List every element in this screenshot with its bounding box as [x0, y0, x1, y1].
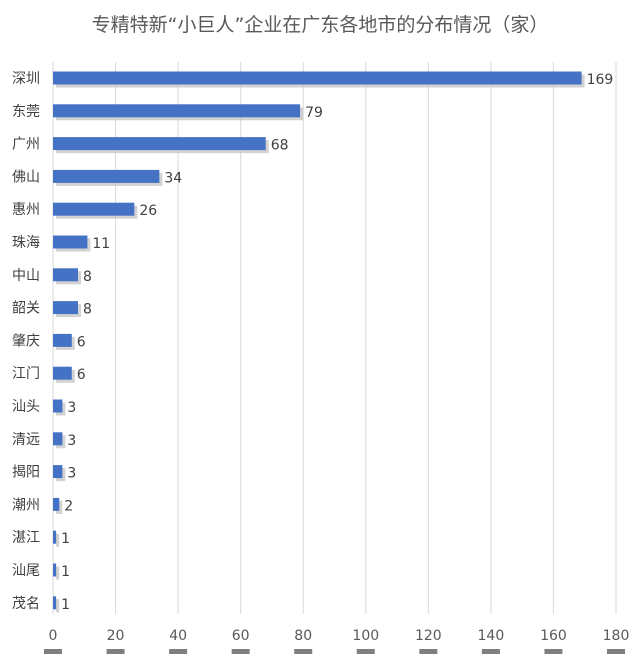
category-label: 揭阳	[12, 465, 40, 481]
data-label: 26	[139, 203, 157, 219]
category-label: 东莞	[12, 104, 40, 120]
x-tick-label: 60	[232, 628, 250, 644]
x-tick-marker	[356, 649, 375, 654]
x-tick-label: 120	[415, 628, 442, 644]
x-tick-label: 100	[352, 628, 379, 644]
data-label: 8	[83, 302, 92, 318]
bar	[53, 235, 88, 249]
bar-shadow	[56, 566, 60, 580]
bar	[53, 137, 266, 151]
data-label: 68	[271, 138, 289, 154]
data-label: 11	[92, 236, 110, 252]
x-axis-ticks: 0 20 40 60 80 100 120 140 160 180	[44, 628, 629, 654]
x-tick-label: 40	[169, 628, 187, 644]
data-label: 6	[77, 367, 86, 383]
data-label: 6	[77, 334, 86, 350]
x-tick-marker	[607, 649, 625, 654]
category-label: 深圳	[12, 71, 40, 87]
bar	[53, 530, 57, 544]
data-label: 3	[67, 466, 76, 482]
category-label: 茂名	[12, 595, 40, 612]
x-tick-marker	[481, 649, 500, 654]
bar	[53, 268, 79, 282]
x-tick-marker	[231, 649, 250, 654]
category-label: 潮州	[12, 497, 40, 513]
data-label: 8	[83, 269, 92, 285]
bar	[53, 169, 160, 183]
bar-shadow	[56, 533, 60, 547]
bar	[53, 399, 63, 413]
category-label: 汕头	[12, 399, 40, 415]
data-label: 34	[164, 170, 182, 186]
x-tick-label: 0	[49, 628, 58, 644]
data-label: 2	[64, 498, 73, 514]
data-label: 3	[67, 433, 76, 449]
category-label: 珠海	[12, 235, 40, 251]
data-label: 79	[305, 105, 323, 121]
bar	[53, 563, 57, 577]
x-tick-marker	[44, 649, 62, 654]
bars	[53, 71, 585, 613]
bar	[53, 202, 135, 216]
bar-shadow	[56, 599, 60, 613]
category-label: 清远	[12, 432, 40, 448]
chart-title: 专精特新“小巨人”企业在广东各地市的分布情况（家）	[91, 14, 549, 36]
x-tick-label: 180	[603, 628, 630, 644]
x-tick-label: 20	[107, 628, 125, 644]
category-label: 惠州	[12, 202, 40, 218]
x-tick-marker	[419, 649, 438, 654]
bar	[53, 301, 79, 315]
data-label: 1	[61, 597, 70, 613]
x-tick-marker	[544, 649, 563, 654]
bar	[53, 71, 582, 85]
category-label: 广州	[12, 137, 40, 153]
data-label: 3	[67, 400, 76, 416]
x-tick-label: 160	[540, 628, 567, 644]
bar	[53, 333, 72, 347]
category-label: 肇庆	[12, 333, 40, 349]
category-label: 韶关	[12, 301, 40, 317]
category-label: 湛江	[12, 530, 40, 546]
data-label: 1	[61, 531, 70, 547]
data-label: 1	[61, 564, 70, 580]
bar	[53, 497, 60, 511]
bar	[53, 432, 63, 446]
x-tick-label: 140	[478, 628, 505, 644]
data-label: 169	[587, 72, 614, 88]
x-tick-marker	[169, 649, 188, 654]
bar	[53, 366, 72, 380]
category-label: 佛山	[12, 169, 40, 185]
x-tick-label: 80	[294, 628, 312, 644]
bar	[53, 104, 301, 118]
x-tick-marker	[294, 649, 313, 654]
x-tick-marker	[106, 649, 125, 654]
category-label: 江门	[12, 366, 40, 382]
category-label: 中山	[12, 268, 40, 284]
bar	[53, 596, 57, 610]
bar	[53, 465, 63, 479]
category-label: 汕尾	[12, 563, 40, 579]
